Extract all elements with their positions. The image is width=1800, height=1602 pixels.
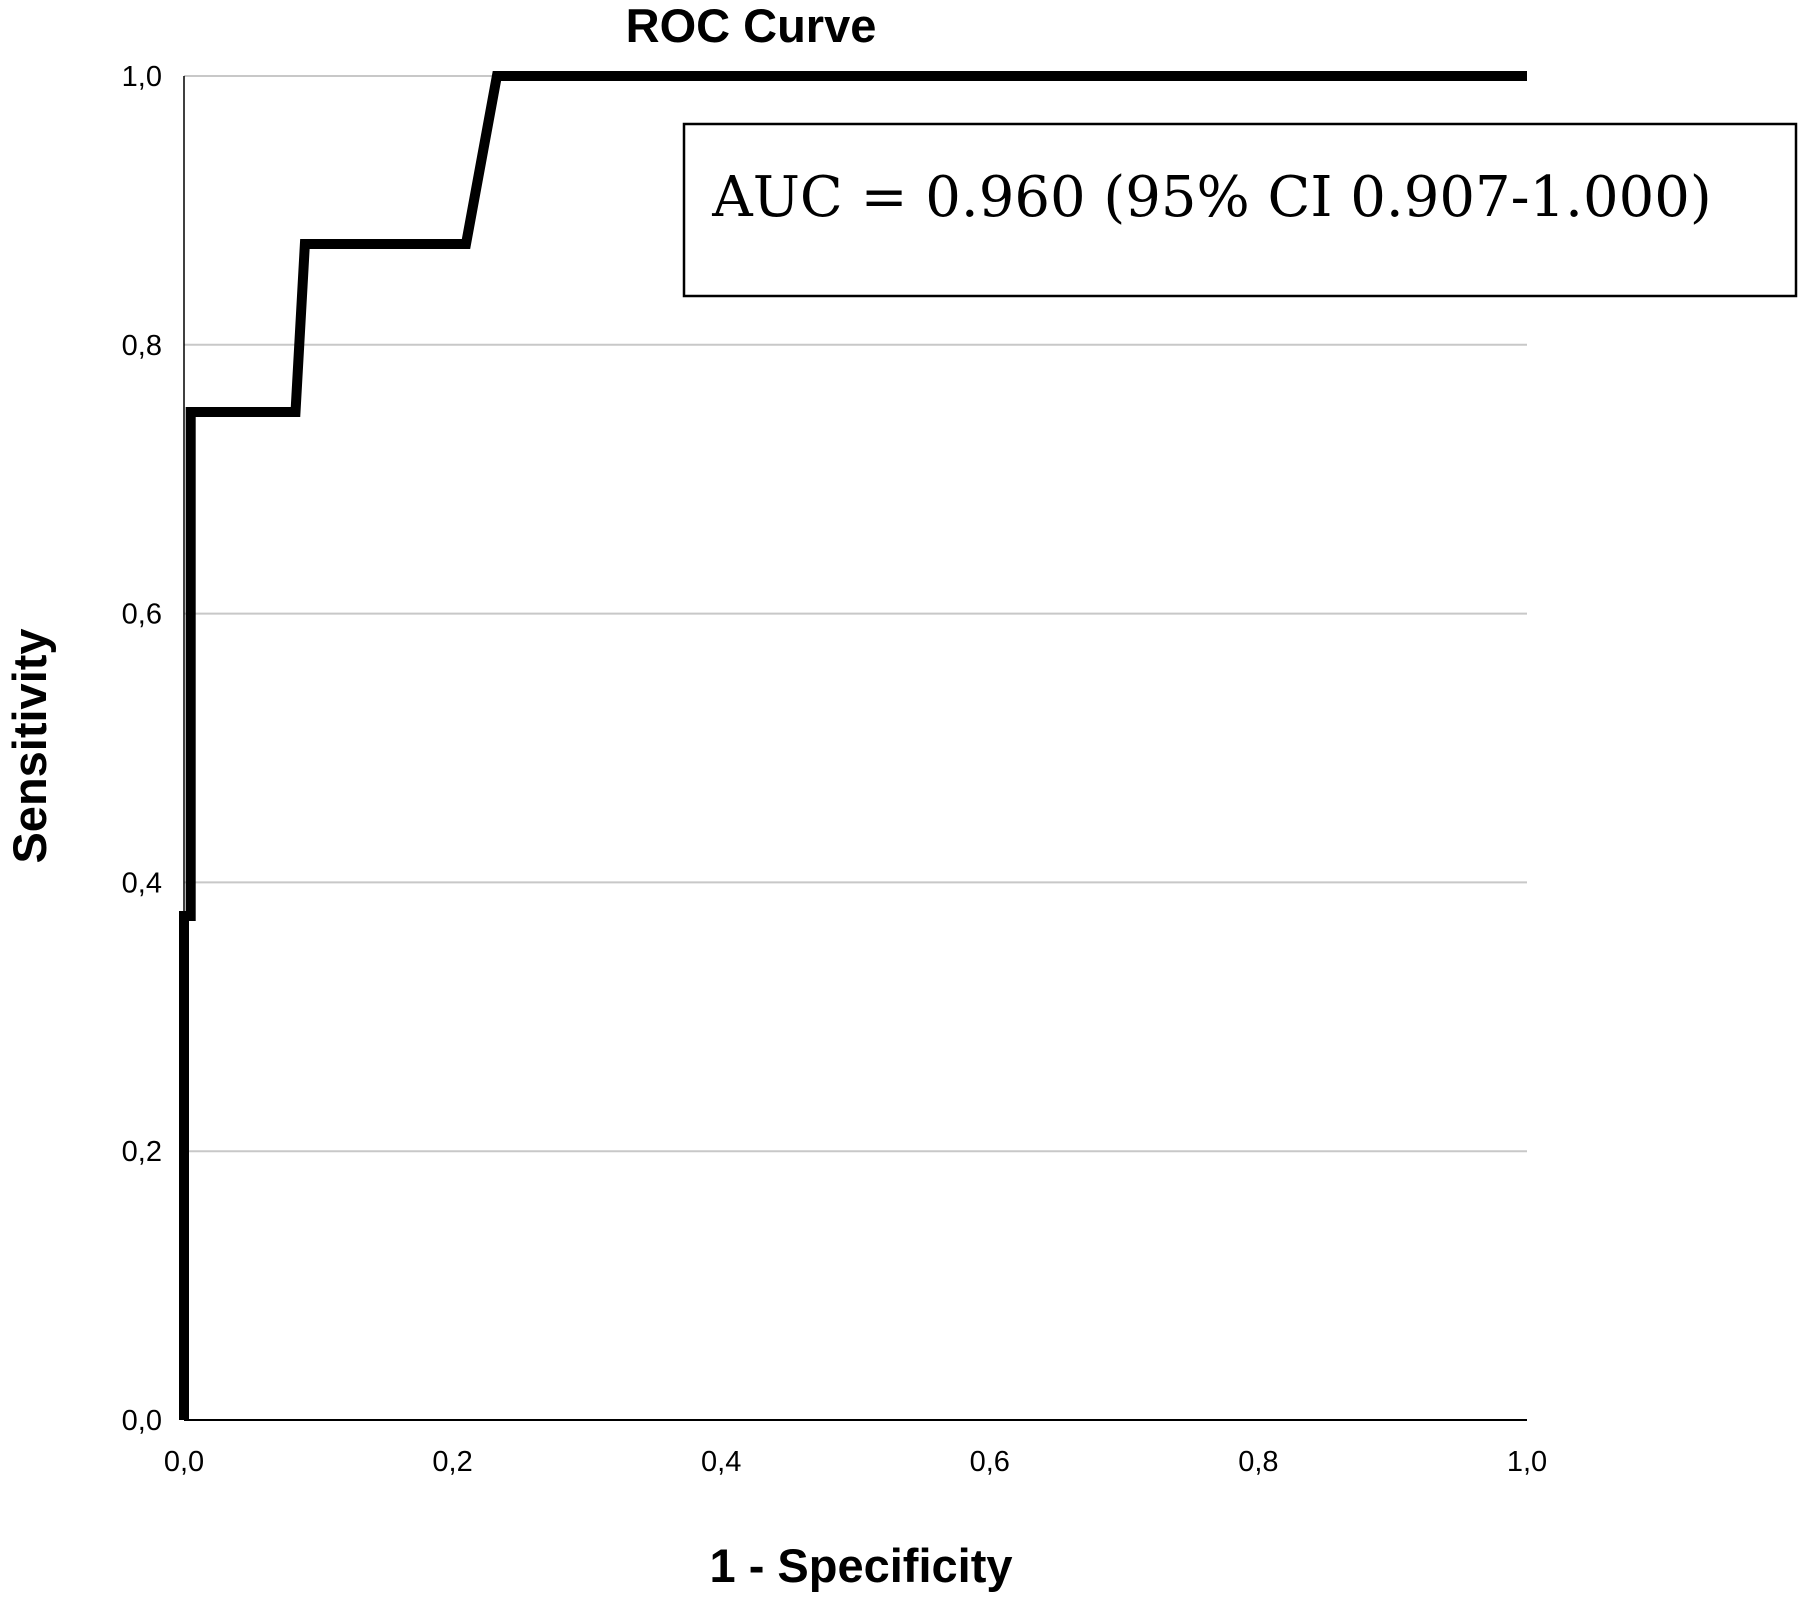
y-tick-labels: 0,0 0,2 0,4 0,6 0,8 1,0 (122, 61, 162, 1437)
x-tick-label: 0,6 (970, 1446, 1010, 1478)
y-tick-label: 0,4 (122, 867, 162, 899)
x-tick-label: 0,4 (701, 1446, 741, 1478)
y-tick-label: 0,6 (122, 599, 162, 631)
annotation-box (682, 122, 1798, 298)
y-tick-label: 0,8 (122, 330, 162, 362)
x-tick-label: 0,8 (1238, 1446, 1278, 1478)
x-tick-labels: 0,0 0,2 0,4 0,6 0,8 1,0 (164, 1446, 1547, 1478)
roc-curve-line (179, 71, 1527, 1420)
y-tick-label: 0,0 (122, 1405, 162, 1437)
auc-annotation: AUC = 0.960 (95% CI 0.907-1.000) (711, 165, 1711, 230)
chart-title: ROC Curve (626, 0, 877, 52)
x-tick-label: 1,0 (1507, 1446, 1547, 1478)
y-tick-label: 1,0 (122, 61, 162, 93)
y-tick-label: 0,2 (122, 1136, 162, 1168)
x-tick-label: 0,0 (164, 1446, 204, 1478)
series-group (179, 71, 1527, 1420)
y-axis-label: Sensitivity (3, 628, 56, 863)
x-axis-label: 1 - Specificity (710, 1539, 1013, 1592)
x-tick-label: 0,2 (432, 1446, 472, 1478)
